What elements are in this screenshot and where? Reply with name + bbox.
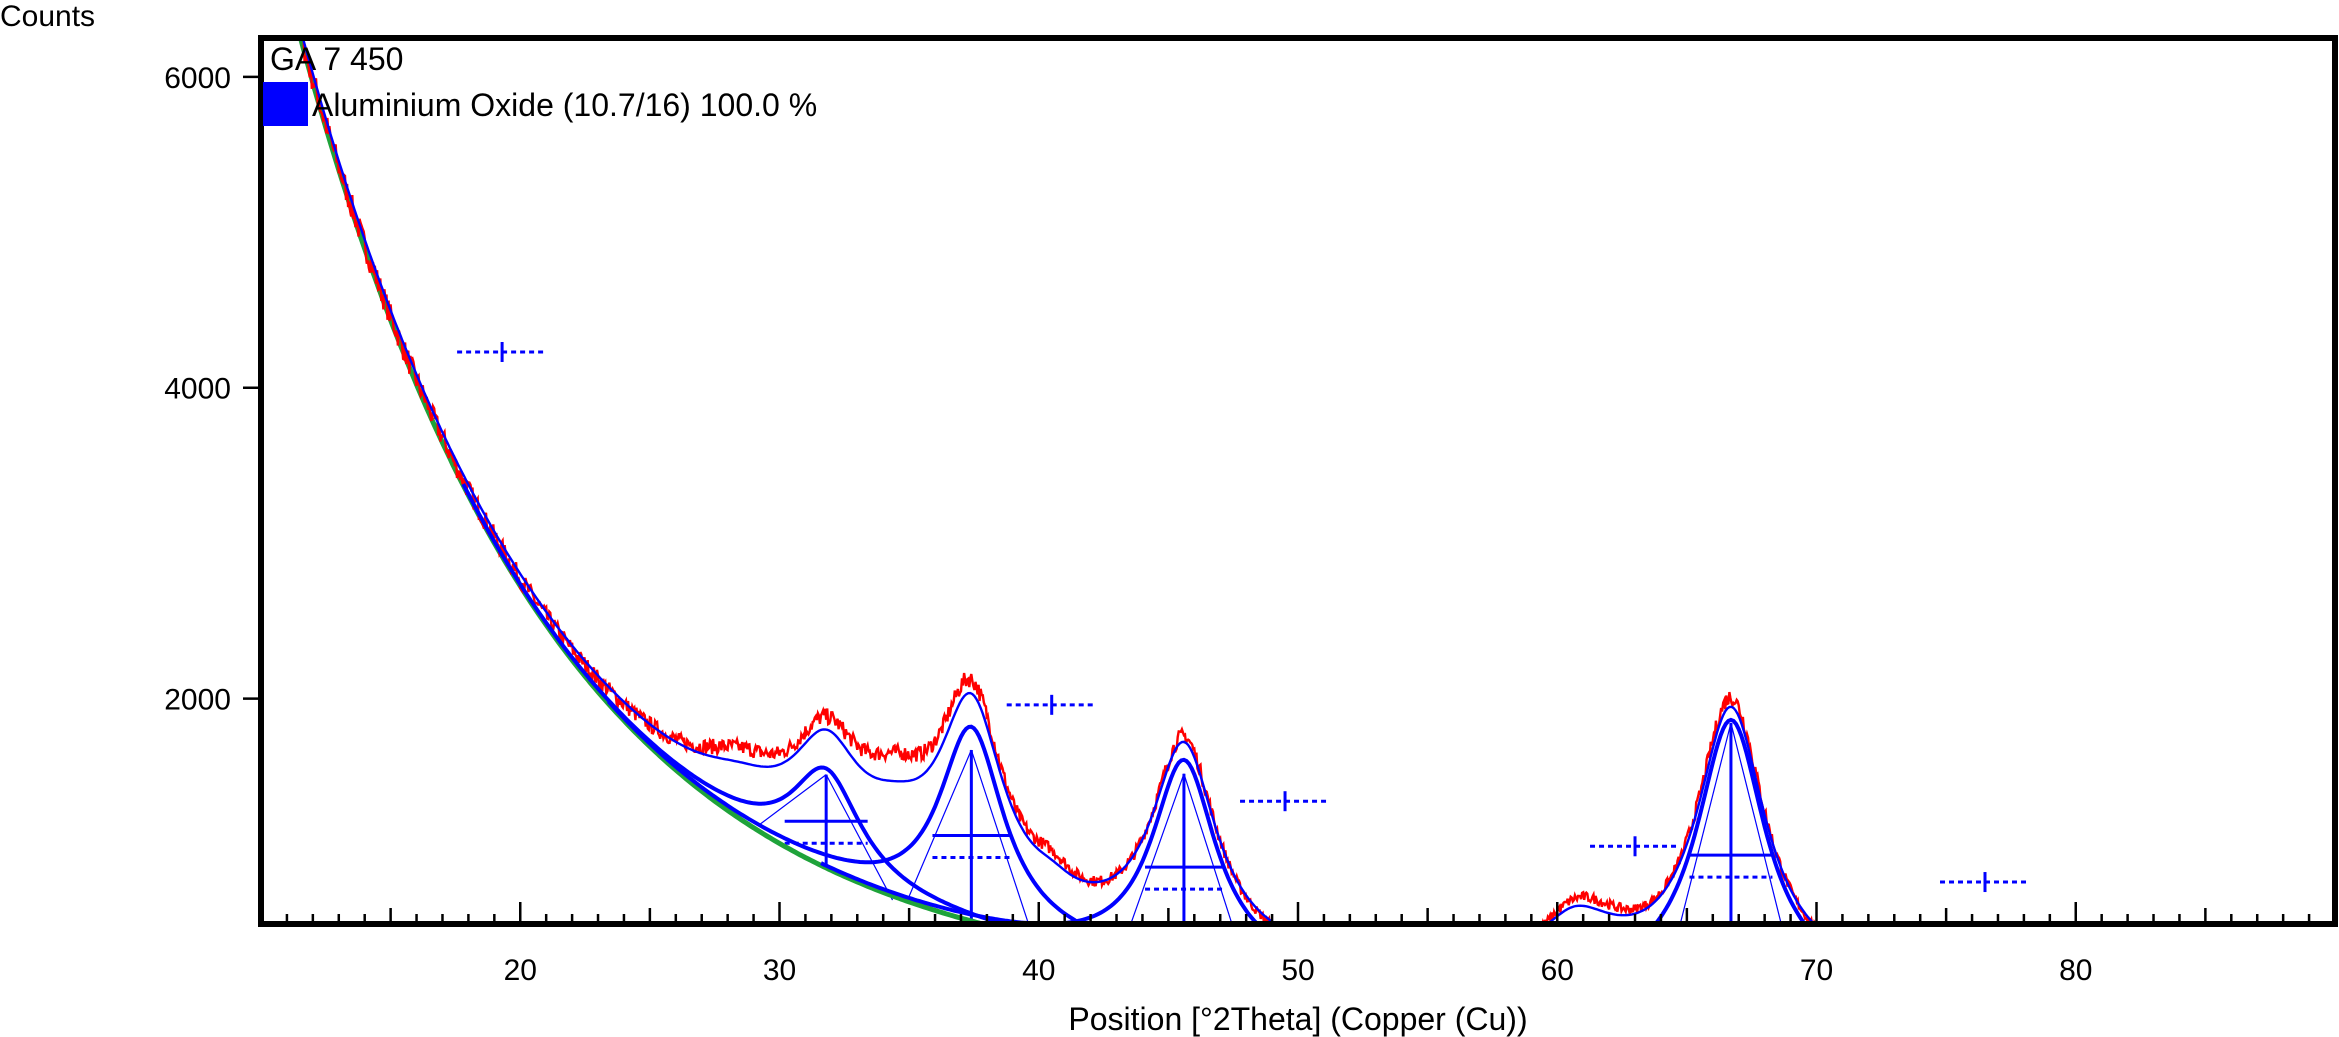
calculated-pattern-layer [302, 41, 1837, 988]
cross-marker-5 [1940, 872, 2031, 893]
peak-guide-right [825, 774, 894, 901]
x-axis-ticks: 20 30 40 50 60 70 80 [285, 902, 2311, 987]
y-tick-label: 2000 [164, 684, 231, 717]
peak-marker-4 [1420, 962, 1528, 993]
x-tick-label: 70 [1800, 954, 1833, 987]
legend-phase-swatch [263, 82, 308, 126]
background-curve-layer [298, 41, 981, 921]
peak-marker-7 [2130, 967, 2254, 1001]
peak-profile-6 [1655, 717, 1806, 921]
x-axis-title: Position [°2Theta] (Copper (Cu)) [1068, 1001, 1527, 1037]
x-tick-label: 40 [1022, 954, 1055, 987]
observed-pattern-line [302, 41, 1816, 921]
peak-profile-2 [606, 700, 1081, 921]
peak-profile-4 [1111, 950, 1837, 988]
peak-profile-3 [820, 757, 1258, 921]
peak-guide-right [1573, 953, 1635, 986]
y-tick-label: 6000 [164, 62, 231, 95]
background-line [298, 41, 981, 921]
legend-sample-name: GA 7 450 [270, 41, 403, 77]
peak-guide-right [1183, 773, 1232, 921]
legend: GA 7 450 Aluminium Oxide (10.7/16) 100.0… [263, 41, 817, 126]
plot-frame [258, 35, 2338, 927]
peak-marker-2 [908, 749, 1029, 921]
peak-guide-left [2130, 967, 2192, 990]
x-tick-label: 20 [504, 954, 537, 987]
y-axis-title: Counts [0, 0, 95, 33]
peak-guide-left [1680, 722, 1732, 921]
peak-guide-right [1730, 722, 1782, 921]
marker-layer [457, 341, 2031, 893]
peak-guide-left [1420, 962, 1474, 977]
legend-phase-label: Aluminium Oxide (10.7/16) 100.0 % [312, 87, 817, 123]
x-tick-label: 50 [1281, 954, 1314, 987]
observed-pattern-layer [302, 41, 1816, 921]
cross-marker-2 [1006, 694, 1097, 715]
cross-marker-3 [1240, 791, 1331, 812]
peak-marker-3 [1131, 773, 1232, 921]
calculated-total-line [302, 41, 1813, 921]
peak-stick-layer [759, 722, 2254, 1001]
peak-guide-right [2192, 967, 2254, 990]
peak-guide-right [1474, 962, 1528, 983]
cross-marker-4 [1590, 836, 1681, 857]
y-tick-label: 4000 [164, 373, 231, 406]
x-tick-label: 30 [763, 954, 796, 987]
x-tick-label: 80 [2059, 954, 2092, 987]
y-axis-ticks: 2000 4000 6000 [164, 62, 261, 717]
x-tick-label: 60 [1541, 954, 1574, 987]
peak-guide-left [1131, 773, 1185, 921]
peak-guide-left [908, 749, 972, 897]
cross-marker-1 [457, 341, 548, 362]
peak-profile-1 [461, 483, 1001, 921]
peak-marker-6 [1680, 722, 1782, 921]
peak-guide-left [759, 774, 827, 825]
peak-guide-right [970, 749, 1029, 921]
